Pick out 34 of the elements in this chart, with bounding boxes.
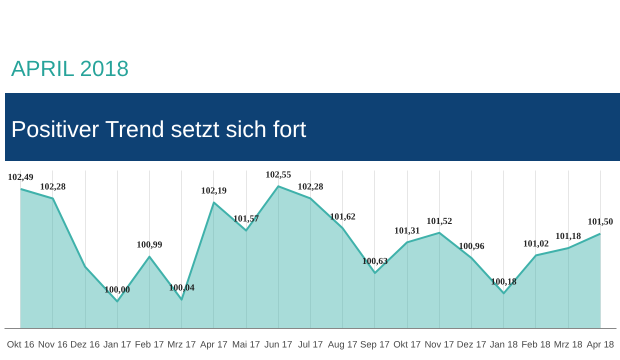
x-tick-label: Nov 17 — [424, 340, 454, 350]
chart-title: APRIL 2018 — [11, 55, 129, 83]
chart-subtitle: Positiver Trend setzt sich fort — [11, 115, 306, 144]
data-label: 101,02 — [523, 239, 550, 250]
x-tick-label: Jun 17 — [264, 340, 292, 350]
x-tick-label: Dez 16 — [70, 340, 100, 350]
x-tick-label: Aug 17 — [328, 340, 358, 350]
x-tick-label: Dez 17 — [456, 340, 486, 350]
x-tick-label: Sep 17 — [360, 340, 390, 350]
data-label: 101,52 — [426, 216, 453, 227]
x-tick-label: Jan 18 — [490, 340, 518, 350]
data-label: 101,50 — [588, 218, 614, 228]
x-tick-label: Feb 17 — [134, 340, 164, 350]
data-label: 102,28 — [40, 182, 66, 192]
x-tick-label: Jul 17 — [298, 340, 323, 350]
data-label: 102,28 — [298, 182, 324, 192]
x-tick-label: Okt 17 — [393, 340, 421, 350]
x-tick-label: Okt 16 — [6, 340, 34, 350]
data-label: 101,31 — [394, 226, 420, 236]
data-label: 100,99 — [136, 240, 163, 251]
x-tick-label: Jan 17 — [103, 340, 132, 350]
data-label: 102,19 — [201, 186, 228, 197]
x-tick-label: Nov 16 — [38, 340, 68, 350]
x-tick-label: Mrz 17 — [167, 340, 196, 350]
data-label: 100,96 — [458, 242, 485, 252]
x-tick-label: Apr 17 — [200, 340, 228, 350]
data-label: 101,18 — [555, 232, 582, 242]
data-label: 102,55 — [265, 170, 292, 180]
x-tick-label: Feb 18 — [521, 340, 550, 350]
x-tick-label: Apr 18 — [586, 340, 614, 350]
data-label: 101,62 — [330, 212, 356, 222]
x-tick-label: Mrz 18 — [554, 340, 582, 350]
x-tick-label: Mai 17 — [232, 340, 260, 350]
data-label: 102,49 — [8, 173, 34, 184]
